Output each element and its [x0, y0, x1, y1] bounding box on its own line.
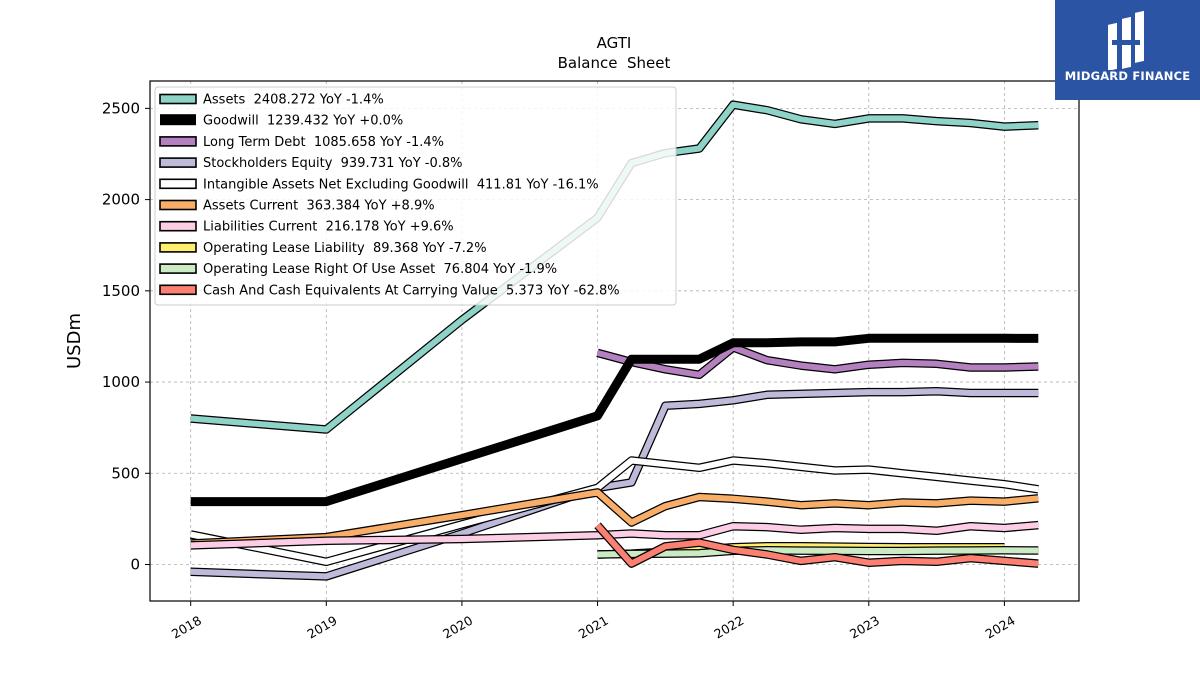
x-tick-label: 2021: [576, 613, 611, 642]
legend-entry-label: Intangible Assets Net Excluding Goodwill…: [203, 177, 599, 192]
legend-entry-label: Operating Lease Right Of Use Asset 76.80…: [203, 262, 557, 277]
series-operating-lease-right-of-use-asset: [597, 546, 1039, 559]
chart-title: AGTI: [597, 34, 632, 52]
series-liabilities-current: [190, 520, 1039, 550]
legend-swatch: [159, 220, 197, 232]
brand-name: MIDGARD FINANCE: [1064, 69, 1191, 83]
series-line: [190, 522, 1039, 549]
x-tick-label: 2023: [847, 613, 882, 642]
series-goodwill: [190, 333, 1039, 507]
series-cash-and-cash-equivalents-at-carrying-value: [594, 522, 1039, 568]
legend-entry-label: Assets Current 363.384 YoY +8.9%: [203, 199, 435, 214]
legend-swatch: [159, 199, 197, 211]
legend-entry-label: Cash And Cash Equivalents At Carrying Va…: [203, 283, 620, 298]
y-axis-label: USDm: [64, 313, 85, 369]
legend: Assets 2408.272 YoY -1.4% Goodwill 1239.4…: [154, 86, 677, 306]
legend-swatch: [159, 93, 197, 105]
x-tick-label: 2019: [305, 613, 340, 642]
legend-swatch: [159, 284, 197, 296]
x-tick-label: 2020: [440, 613, 475, 642]
legend-swatch: [159, 242, 197, 253]
legend-box: [154, 86, 677, 306]
series-long-term-debt: [596, 343, 1039, 380]
legend-entry-label: Goodwill 1239.432 YoY +0.0%: [203, 114, 403, 129]
plot-frame: [149, 80, 1080, 602]
y-tick-label: 2000: [102, 191, 140, 209]
y-tick-label: 1500: [102, 282, 140, 300]
chart-subtitle: Balance Sheet: [558, 54, 671, 72]
series-assets-current: [190, 488, 1039, 548]
legend-swatch: [159, 157, 197, 168]
x-tick-label: 2022: [711, 613, 746, 642]
series-line: [596, 344, 1039, 378]
y-tick-label: 2500: [102, 99, 140, 117]
legend-entry-label: Liabilities Current 216.178 YoY +9.6%: [203, 220, 454, 235]
legend-entry-label: Long Term Debt 1085.658 YoY -1.4%: [203, 135, 444, 150]
legend-swatch: [159, 178, 197, 190]
x-tick-label: 2018: [169, 613, 204, 642]
y-tick-label: 500: [111, 464, 140, 482]
legend-entry-label: Stockholders Equity 939.731 YoY -0.8%: [203, 156, 463, 171]
legend-swatch: [159, 263, 197, 274]
double-tower-logo-icon: [1108, 10, 1144, 70]
series-line: [190, 333, 1039, 507]
series-line: [597, 547, 1039, 558]
series-line: [190, 489, 1039, 547]
y-tick-label: 1000: [102, 373, 140, 391]
legend-entry-label: Operating Lease Liability 89.368 YoY -7.…: [203, 241, 487, 256]
series-line: [595, 523, 1039, 567]
tick-layer: 2018 2019 2020 2021 2022 2023 2024 0 500 1000 1500…: [102, 99, 1018, 641]
x-tick-label: 2024: [983, 613, 1018, 642]
legend-swatch: [159, 136, 197, 147]
legend-entry-label: Assets 2408.272 YoY -1.4%: [203, 93, 384, 108]
legend-swatch: [160, 114, 196, 126]
brand-logo: MIDGARD FINANCE: [1055, 0, 1200, 100]
y-tick-label: 0: [130, 556, 140, 574]
